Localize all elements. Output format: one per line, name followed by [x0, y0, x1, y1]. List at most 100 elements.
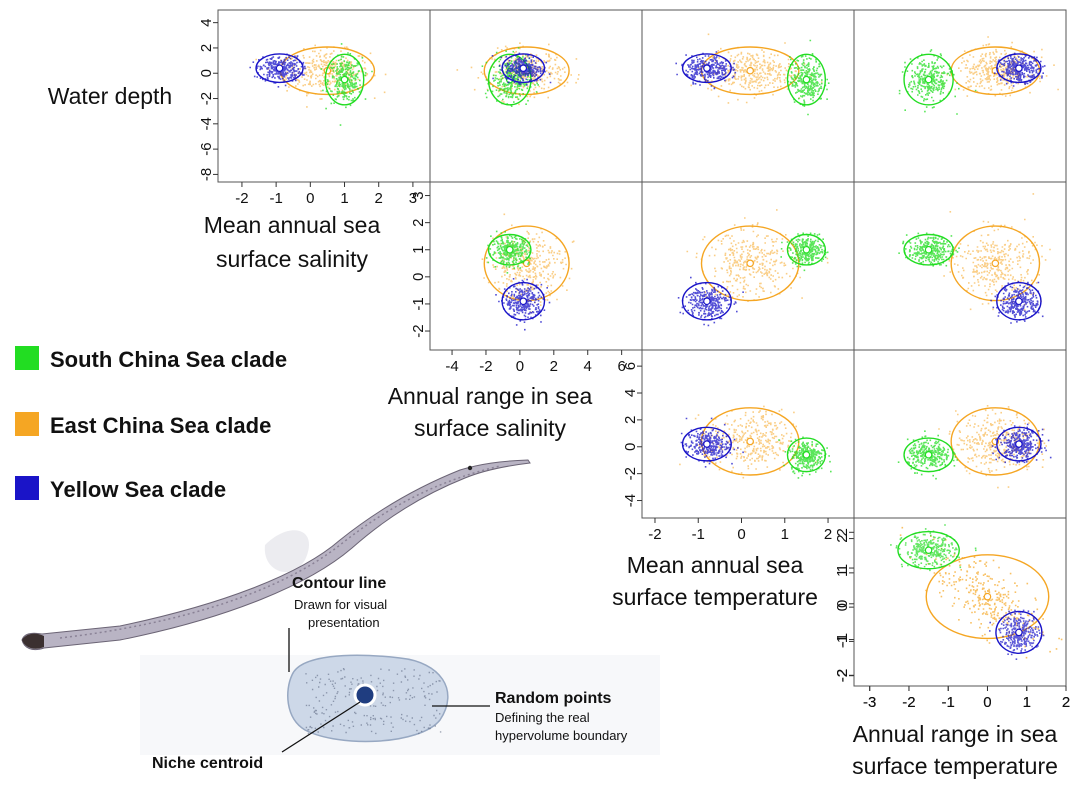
random-points-south-china-sea-clade	[890, 524, 977, 572]
y-tick-label: -6	[198, 142, 215, 155]
points-south-china-sea-clade	[898, 232, 960, 267]
centroid-south-china-sea-clade	[802, 451, 811, 459]
contour-south-china-sea-clade	[324, 53, 365, 106]
points-south-china-sea-clade	[898, 49, 977, 115]
x-tick-label: 4	[584, 358, 592, 375]
legend-label-east-china: East China Sea clade	[50, 413, 271, 438]
centroid-south-china-sea-clade	[924, 451, 933, 459]
contour-east-china-sea-clade	[925, 554, 1050, 640]
contour-yellow-sea-clade	[996, 281, 1042, 321]
panel-depth-vs-salinity_mean: -2 -1 0 1 2 3 4 2 0 -2 -4 -6 -8	[198, 9, 431, 207]
y-tick-label: 6	[622, 362, 639, 370]
y-tick-label: -1	[834, 633, 851, 646]
contour-yellow-sea-clade	[996, 426, 1042, 462]
x-tick-label: -2	[479, 358, 492, 375]
centroid-east-china-sea-clade	[746, 259, 754, 268]
y-tick-label: -2	[410, 324, 427, 337]
panel-frame	[853, 517, 1067, 687]
contour-south-china-sea-clade	[786, 53, 827, 106]
y-tick-label: 2	[622, 416, 639, 424]
centroid-south-china-sea-clade	[924, 245, 933, 254]
y-tick-label: 1	[834, 564, 851, 572]
centroid-east-china-sea-clade	[746, 437, 754, 446]
y-tick-label: 4	[622, 389, 639, 397]
y-tick-label: 1	[410, 246, 427, 254]
legend-swatch-south-china	[15, 346, 39, 370]
y-tick-label: -2	[834, 669, 851, 682]
panel-salinity_mean-vs-temp_range	[853, 181, 1067, 351]
panel-salinity_range-vs-temp_range	[853, 349, 1067, 519]
points-yellow-sea-clade	[989, 609, 1045, 660]
points-yellow-sea-clade	[677, 276, 744, 327]
random-points-east-china-sea-clade	[936, 193, 1051, 311]
y-tick-label: 2	[410, 218, 427, 226]
variable-label-salinity_mean: Mean annual sea	[204, 212, 381, 238]
y-tick-label: -8	[198, 168, 215, 181]
points-south-china-sea-clade	[320, 43, 373, 126]
centroid-yellow-sea-clade	[1015, 440, 1023, 448]
x-tick-label: -4	[445, 358, 458, 375]
centroid-yellow-sea-clade	[703, 64, 711, 72]
points-yellow-sea-clade	[491, 52, 552, 86]
centroid-south-china-sea-clade	[802, 75, 811, 84]
legend-swatch-yellow-sea	[15, 476, 39, 500]
legend-label-south-china: South China Sea clade	[50, 347, 287, 372]
x-tick-label: -1	[942, 694, 955, 711]
y-axis-temp_mean: -2 -1 0 1 2	[834, 534, 854, 682]
centroid-yellow-sea-clade	[703, 297, 711, 306]
x-tick-label: -3	[863, 694, 876, 711]
x-tick-label: 0	[983, 694, 991, 711]
contour-yellow-sea-clade	[996, 53, 1042, 84]
centroid-yellow-sea-clade	[1015, 64, 1023, 72]
x-tick-label: -2	[235, 190, 248, 207]
y-tick-label: -2	[198, 92, 215, 105]
x-tick-label: -2	[902, 694, 915, 711]
points-south-china-sea-clade	[897, 430, 958, 480]
panel-frame	[429, 9, 643, 183]
centroid-yellow-sea-clade	[1015, 297, 1023, 306]
x-tick-label: 0	[983, 694, 991, 711]
centroid-south-china-sea-clade	[505, 245, 514, 254]
panel-depth-vs-temp_range	[853, 9, 1067, 183]
points-south-china-sea-clade	[778, 436, 832, 479]
y-axis-depth: 4 2 0 -2 -4 -6 -8	[198, 18, 218, 181]
variable-label-salinity_mean: surface salinity	[216, 246, 369, 272]
x-tick-label: 2	[1062, 694, 1070, 711]
x-tick-label: -1	[942, 694, 955, 711]
x-axis-salinity_range: -4 -2 0 2 4 6	[445, 350, 626, 375]
panel-frame	[641, 349, 855, 519]
contour-yellow-sea-clade	[681, 281, 732, 321]
points-yellow-sea-clade	[990, 280, 1044, 324]
contour-south-china-sea-clade	[786, 233, 827, 266]
x-tick-label: 2	[550, 358, 558, 375]
points-yellow-sea-clade	[991, 423, 1052, 464]
points-east-china-sea-clade	[936, 193, 1051, 311]
panel-frame	[429, 181, 643, 351]
contour-south-china-sea-clade	[903, 53, 954, 106]
x-tick-label: -1	[692, 526, 705, 543]
random-points-yellow-sea-clade	[680, 417, 744, 468]
contour-south-china-sea-clade	[897, 530, 960, 570]
random-points-desc-1: Defining the real	[495, 710, 590, 725]
panel-frame	[853, 181, 1067, 351]
points-east-china-sea-clade	[899, 526, 1063, 659]
centroid-south-china-sea-clade	[340, 75, 349, 84]
random-points-desc-2: hypervolume boundary	[495, 728, 628, 743]
x-axis-temp_mean: -2 -1 0 1 2	[648, 518, 832, 543]
panel-frame	[641, 9, 855, 183]
random-points-south-china-sea-clade	[898, 49, 977, 115]
pairs-plot-grid: -2 -1 0 1 2 3 4 2 0 -2 -4 -6 -8 -4 -2 0 2 4 6 -2 -1 0 1 2 3 -2 -1 0…	[198, 9, 1070, 711]
x-axis-salinity_mean: -2 -1 0 1 2 3	[235, 182, 417, 207]
y-axis-temp_range: -2 -1 0 1 2	[834, 528, 854, 682]
y-tick-label: 0	[834, 603, 851, 611]
contour-south-china-sea-clade	[903, 437, 954, 473]
variable-labels: Water depth Mean annual sea surface salini…	[48, 83, 1058, 779]
x-tick-label: -3	[863, 694, 876, 711]
contour-line-title: Contour line	[292, 575, 386, 592]
x-tick-label: 0	[516, 358, 524, 375]
y-tick-label: 1	[834, 569, 851, 577]
points-yellow-sea-clade	[495, 278, 551, 331]
contour-south-china-sea-clade	[903, 233, 954, 266]
y-tick-label: -2	[622, 467, 639, 480]
